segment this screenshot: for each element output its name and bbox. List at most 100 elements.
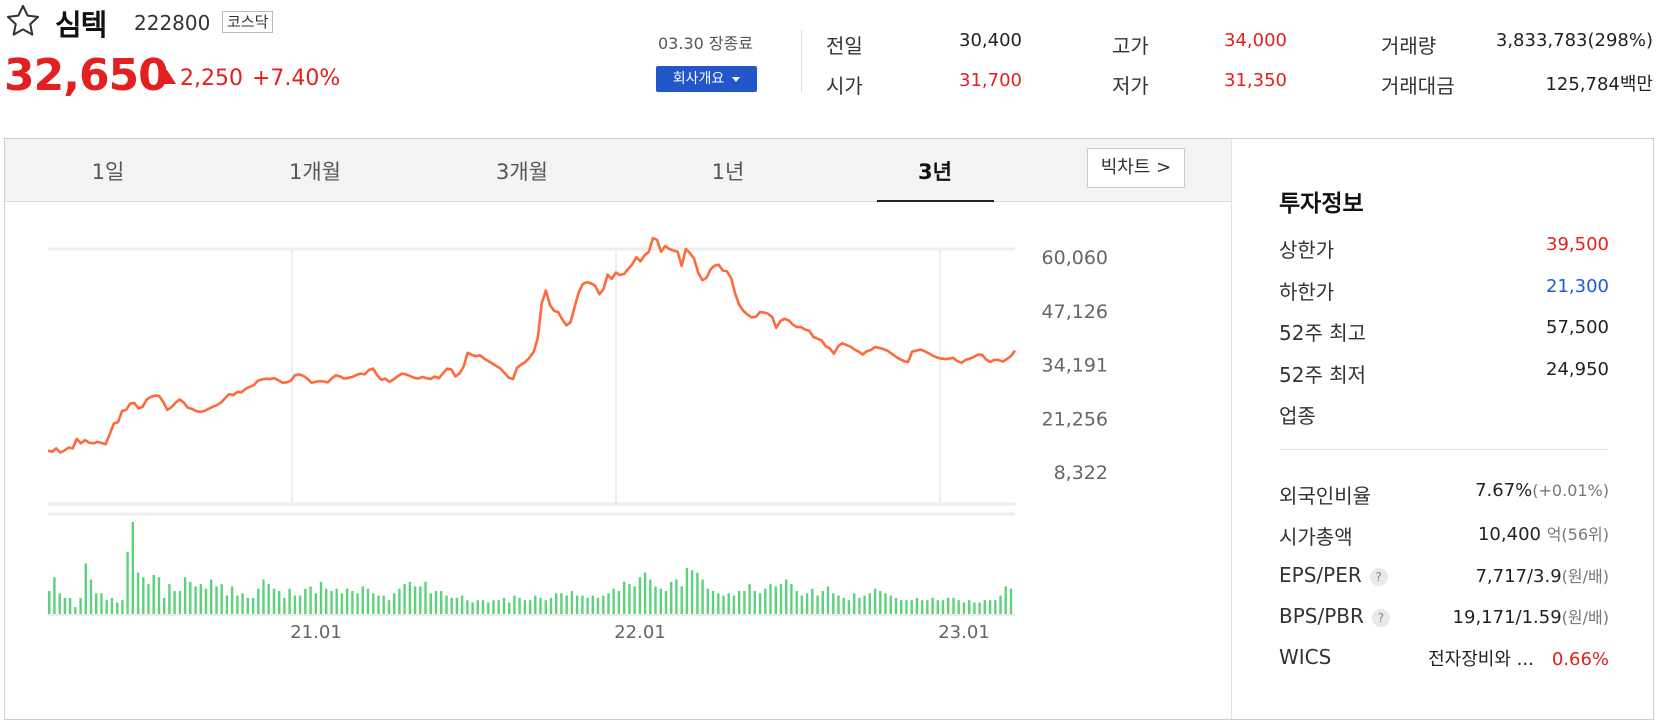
eps-per-label-text: EPS/PER bbox=[1279, 563, 1362, 587]
wics-sector[interactable]: 전자장비와 ... bbox=[1428, 649, 1534, 670]
open-value: 31,700 bbox=[959, 70, 1022, 91]
volume-bar bbox=[602, 595, 605, 614]
big-chart-button[interactable]: 빅차트 > bbox=[1087, 148, 1185, 188]
market-cap-value: 10,400 억(56위) bbox=[1478, 521, 1609, 545]
open-label: 시가 bbox=[826, 74, 863, 98]
high-value: 34,000 bbox=[1224, 30, 1287, 51]
volume-bar bbox=[570, 591, 574, 614]
volume-bar bbox=[356, 593, 359, 614]
volume-bar bbox=[717, 593, 720, 614]
volume-bar bbox=[701, 579, 704, 614]
volume-bar bbox=[690, 570, 694, 614]
volume-bar bbox=[157, 577, 161, 614]
star-outline-icon[interactable] bbox=[4, 2, 42, 40]
y-tick-label: 8,322 bbox=[1054, 462, 1108, 484]
volume-bar bbox=[53, 577, 56, 614]
volume-bar bbox=[497, 600, 500, 614]
eps-per-label: EPS/PER? bbox=[1279, 563, 1388, 587]
question-circle-icon[interactable]: ? bbox=[1371, 608, 1390, 627]
volume-bar bbox=[330, 591, 333, 614]
current-price: 32,650 bbox=[4, 50, 169, 101]
volume-bar bbox=[518, 597, 521, 614]
volume-bar bbox=[685, 568, 689, 614]
volume-bar bbox=[377, 595, 380, 614]
price-chart[interactable]: 60,060 47,126 34,191 21,256 8,322 21.01 22.01 2… bbox=[5, 202, 1230, 718]
volume-bar bbox=[649, 579, 652, 614]
industry-label: 업종 bbox=[1279, 404, 1316, 428]
divider bbox=[1231, 139, 1232, 719]
volume-bar bbox=[638, 577, 642, 614]
divider bbox=[801, 30, 802, 92]
up-triangle-icon bbox=[158, 70, 176, 84]
x-tick-label: 21.01 bbox=[290, 622, 342, 643]
volume-bar bbox=[539, 597, 542, 614]
volume-bar bbox=[706, 588, 709, 614]
volume-bar bbox=[544, 600, 547, 614]
volume-bar bbox=[105, 600, 108, 614]
volume-bar bbox=[873, 588, 877, 614]
volume-bar bbox=[607, 593, 610, 614]
volume-bar bbox=[95, 593, 98, 614]
volume-bar bbox=[732, 595, 736, 614]
volume-bar bbox=[680, 586, 683, 614]
tab-3month[interactable]: 3개월 bbox=[495, 160, 548, 184]
volume-bar bbox=[884, 593, 887, 614]
volume-bar bbox=[372, 593, 375, 614]
volume-bar bbox=[325, 588, 328, 614]
low-label: 저가 bbox=[1112, 74, 1149, 98]
volume-bar bbox=[225, 595, 229, 614]
volume-bar bbox=[534, 595, 537, 614]
tab-1day[interactable]: 1일 bbox=[91, 160, 125, 184]
volume-bar bbox=[523, 600, 527, 614]
volume-bar bbox=[973, 602, 976, 614]
y-tick-label: 60,060 bbox=[1042, 247, 1108, 269]
volume-bar bbox=[581, 595, 584, 614]
volume-bar bbox=[643, 572, 647, 614]
volume-bar bbox=[387, 600, 391, 614]
price-change: 2,250 bbox=[180, 66, 243, 91]
volume-bar bbox=[319, 581, 323, 614]
volume-bar bbox=[110, 597, 114, 614]
eps-per: 7,717/3.9 bbox=[1475, 566, 1562, 587]
volume-bar bbox=[340, 593, 344, 614]
bps-pbr-label: BPS/PBR? bbox=[1279, 604, 1390, 628]
volume-bar bbox=[994, 600, 997, 614]
volume-bar bbox=[853, 593, 856, 614]
volume-bar bbox=[398, 588, 401, 614]
volume-bar bbox=[199, 584, 202, 614]
low52-value: 24,950 bbox=[1546, 359, 1609, 380]
tab-1month[interactable]: 1개월 bbox=[288, 160, 341, 184]
low52-label: 52주 최저 bbox=[1279, 363, 1367, 387]
volume-label: 거래량 bbox=[1381, 34, 1437, 58]
foreign-ratio-change: (+0.01%) bbox=[1532, 481, 1609, 500]
volume-bar bbox=[257, 588, 260, 614]
tab-3year[interactable]: 3년 bbox=[918, 160, 952, 184]
volume-bar bbox=[189, 581, 192, 614]
chart-panel bbox=[4, 138, 1654, 720]
volume-bar bbox=[278, 591, 281, 614]
volume-bar bbox=[361, 586, 364, 614]
volume-bar bbox=[230, 586, 234, 614]
price-line bbox=[47, 236, 1017, 454]
y-tick-label: 47,126 bbox=[1042, 301, 1108, 323]
foreign-ratio-label: 외국인비율 bbox=[1279, 484, 1371, 508]
volume-bar bbox=[471, 602, 474, 614]
question-circle-icon[interactable]: ? bbox=[1369, 567, 1388, 586]
volume-bar bbox=[241, 593, 244, 614]
market-cap: 10,400 bbox=[1477, 524, 1541, 545]
tab-1year[interactable]: 1년 bbox=[711, 160, 745, 184]
volume-bar bbox=[508, 602, 511, 614]
volume-bar bbox=[121, 600, 124, 614]
volume-bar bbox=[345, 588, 349, 614]
trade-amount-value: 125,784백만 bbox=[1545, 74, 1653, 95]
foreign-ratio-value: 7.67%(+0.01%) bbox=[1475, 480, 1609, 501]
volume-bar bbox=[366, 588, 370, 614]
company-info-button[interactable]: 회사개요 bbox=[656, 66, 757, 92]
volume-bar bbox=[84, 563, 87, 614]
volume-bar bbox=[837, 595, 840, 614]
volume-bar bbox=[147, 584, 150, 614]
volume-bar bbox=[304, 588, 307, 614]
volume-bar bbox=[408, 581, 412, 614]
volume-bar bbox=[926, 600, 929, 614]
volume-bar bbox=[440, 591, 443, 614]
